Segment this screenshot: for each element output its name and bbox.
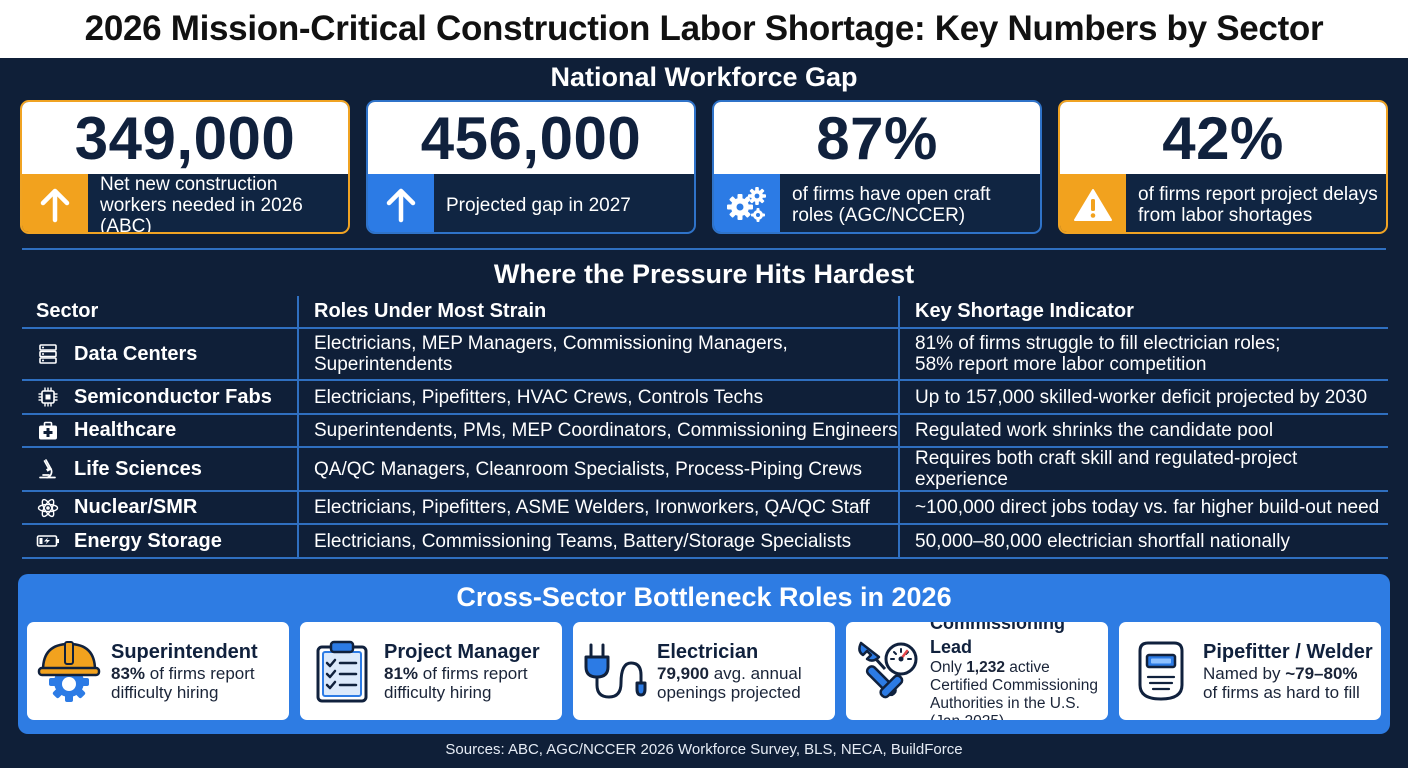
role-title: Project Manager bbox=[384, 641, 540, 663]
table-header-row: Sector Roles Under Most Strain Key Short… bbox=[22, 296, 1388, 329]
atom-icon bbox=[36, 496, 60, 520]
indicator-cell: 50,000–80,000 electrician shortfall nati… bbox=[898, 524, 1388, 559]
national-gap-heading: National Workforce Gap bbox=[550, 62, 858, 92]
stat-card-projected-gap: 456,000 Projected gap in 2027 bbox=[366, 100, 696, 234]
sector-name: Semiconductor Fabs bbox=[74, 385, 272, 408]
role-title: Commissioning Lead bbox=[930, 622, 1066, 657]
table-row-energy-storage: Energy Storage Electricians, Commissioni… bbox=[22, 524, 1388, 559]
hardhat-gear-icon bbox=[27, 622, 111, 720]
chip-icon bbox=[36, 385, 60, 409]
arrow-up-icon bbox=[22, 174, 88, 232]
indicator-cell: ~100,000 direct jobs today vs. far highe… bbox=[898, 491, 1388, 525]
table-row-data-centers: Data Centers Electricians, MEP Managers,… bbox=[22, 328, 1388, 381]
column-header-indicator: Key Shortage Indicator bbox=[898, 296, 1388, 329]
stat-card-open-roles: 87% bbox=[712, 100, 1042, 234]
sector-table: Sector Roles Under Most Strain Key Short… bbox=[22, 296, 1388, 559]
column-header-roles: Roles Under Most Strain bbox=[297, 296, 899, 329]
role-title: Electrician bbox=[657, 641, 759, 663]
roles-cell: Electricians, Pipefitters, HVAC Crews, C… bbox=[297, 380, 899, 415]
stat-label: of firms have open craft roles (AGC/NCCE… bbox=[792, 184, 991, 226]
role-title: Pipefitter / Welder bbox=[1203, 641, 1373, 663]
roles-cell: QA/QC Managers, Cleanroom Specialists, P… bbox=[297, 447, 899, 492]
sector-name: Energy Storage bbox=[74, 529, 222, 552]
roles-cell: Superintendents, PMs, MEP Coordinators, … bbox=[297, 414, 899, 448]
roles-cell: Electricians, Pipefitters, ASME Welders,… bbox=[297, 491, 899, 525]
stat-card-workers-needed: 349,000 Net new construction workers nee… bbox=[20, 100, 350, 234]
column-header-sector: Sector bbox=[22, 296, 298, 329]
role-card-superintendent: Superintendent 83% of firms report diffi… bbox=[27, 622, 289, 720]
role-description: 79,900 avg. annual openings projected bbox=[657, 664, 802, 702]
stat-value: 349,000 bbox=[22, 102, 348, 174]
sector-name: Data Centers bbox=[74, 342, 198, 365]
role-card-project-manager: Project Manager 81% of firms report diff… bbox=[300, 622, 562, 720]
indicator-cell: 81% of firms struggle to fill electricia… bbox=[898, 328, 1388, 381]
stat-value: 456,000 bbox=[368, 102, 694, 174]
indicator-cell: Up to 157,000 skilled-worker deficit pro… bbox=[898, 380, 1388, 415]
sector-name: Healthcare bbox=[74, 419, 177, 441]
stat-label: Projected gap in 2027 bbox=[446, 194, 631, 216]
table-row-nuclear-smr: Nuclear/SMR Electricians, Pipefitters, A… bbox=[22, 491, 1388, 525]
table-row-healthcare: Healthcare Superintendents, PMs, MEP Coo… bbox=[22, 414, 1388, 448]
stat-label: Net new construction workers needed in 2… bbox=[100, 173, 303, 234]
indicator-cell: Requires both craft skill and regulated-… bbox=[898, 447, 1388, 492]
indicator-cell: Regulated work shrinks the candidate poo… bbox=[898, 414, 1388, 448]
arrow-up-icon bbox=[368, 174, 434, 232]
role-card-commissioning-lead: Commissioning Lead Only 1,232 active Cer… bbox=[846, 622, 1108, 720]
sector-name: Nuclear/SMR bbox=[74, 496, 198, 518]
role-description: Only 1,232 active Certified Commissionin… bbox=[930, 659, 1098, 720]
stat-card-project-delays: 42% of firms report project delays from … bbox=[1058, 100, 1388, 234]
medical-kit-icon bbox=[36, 419, 60, 443]
electric-plug-icon bbox=[573, 622, 657, 720]
role-description: 81% of firms report difficulty hiring bbox=[384, 664, 528, 702]
pressure-heading: Where the Pressure Hits Hardest bbox=[493, 259, 915, 289]
role-description: Named by ~79–80% of firms as hard to fil… bbox=[1203, 664, 1360, 702]
table-row-life-sciences: Life Sciences QA/QC Managers, Cleanroom … bbox=[22, 447, 1388, 492]
sector-name: Life Sciences bbox=[74, 457, 202, 480]
bottleneck-heading: Cross-Sector Bottleneck Roles in 2026 bbox=[456, 582, 952, 612]
sources-footnote: Sources: ABC, AGC/NCCER 2026 Workforce S… bbox=[445, 741, 963, 758]
stat-value: 87% bbox=[714, 102, 1040, 174]
role-card-electrician: Electrician 79,900 avg. annual openings … bbox=[573, 622, 835, 720]
page-title: 2026 Mission-Critical Construction Labor… bbox=[84, 9, 1324, 48]
microscope-icon bbox=[36, 457, 60, 481]
clipboard-checklist-icon bbox=[300, 622, 384, 720]
section-divider bbox=[22, 248, 1386, 250]
stat-value: 42% bbox=[1060, 102, 1386, 174]
warning-icon bbox=[1060, 174, 1126, 232]
role-card-pipefitter-welder: Pipefitter / Welder Named by ~79–80% of … bbox=[1119, 622, 1381, 720]
server-icon bbox=[36, 342, 60, 366]
gears-icon bbox=[714, 174, 780, 232]
battery-icon bbox=[36, 529, 60, 553]
roles-cell: Electricians, Commissioning Teams, Batte… bbox=[297, 524, 899, 559]
role-description: 83% of firms report difficulty hiring bbox=[111, 664, 255, 702]
stat-label: of firms report project delays from labo… bbox=[1138, 184, 1378, 226]
welding-mask-icon bbox=[1119, 622, 1203, 720]
roles-cell: Electricians, MEP Managers, Commissionin… bbox=[297, 328, 899, 381]
table-row-semiconductor-fabs: Semiconductor Fabs Electricians, Pipefit… bbox=[22, 380, 1388, 415]
role-title: Superintendent bbox=[111, 641, 258, 663]
wrench-gauge-icon bbox=[846, 622, 930, 720]
bottleneck-panel: Cross-Sector Bottleneck Roles in 2026 Su… bbox=[18, 574, 1390, 734]
